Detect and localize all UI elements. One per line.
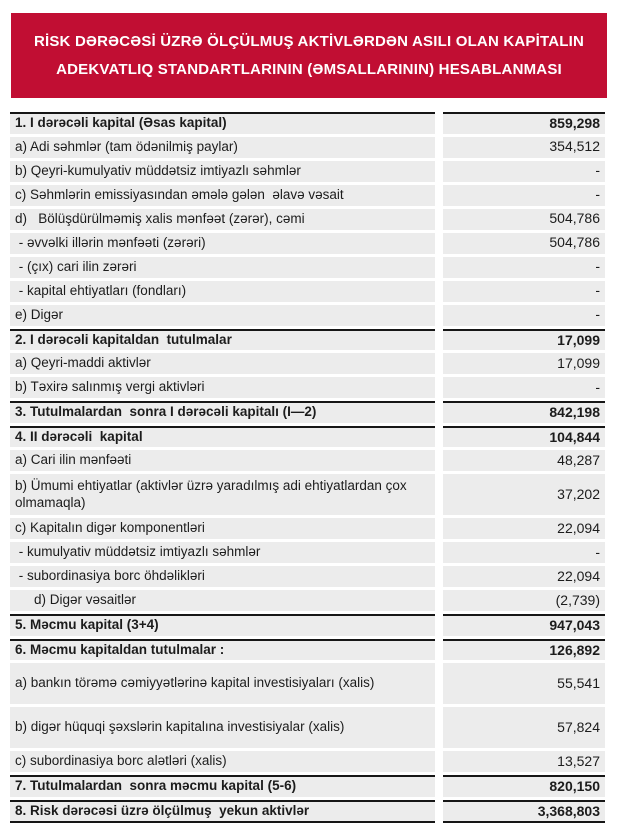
row-label: - kumulyativ müddətsiz imtiyazlı səhmlər	[10, 542, 435, 563]
row-value: 504,786	[443, 232, 605, 254]
row-label: c) Səhmlərin emissiyasından əmələ gələn …	[10, 184, 435, 206]
table-row: a) Qeyri-maddi aktivlər 17,099	[10, 353, 605, 374]
table-row: 4. II dərəcəli kapital 104,844	[10, 425, 605, 447]
row-label: b) Qeyri-kumulyativ müddətsiz imtiyazlı …	[10, 160, 435, 182]
row-value: -	[443, 377, 605, 398]
row-value: (2,739)	[443, 590, 605, 611]
capital-adequacy-table: 1. I dərəcəli kapital (Əsas kapital) 859,…	[10, 112, 605, 826]
row-label: 1. I dərəcəli kapital (Əsas kapital)	[10, 112, 435, 134]
row-value: -	[443, 256, 605, 278]
row-label: - (çıx) cari ilin zərəri	[10, 256, 435, 278]
row-value: 17,099	[443, 328, 605, 350]
row-label: a) Qeyri-maddi aktivlər	[10, 353, 435, 374]
report-title-line-1: RİSK DƏRƏCƏSİ ÜZRƏ ÖLÇÜLMUŞ AKTİVLƏRDƏN …	[33, 32, 585, 50]
row-label: d) Digər vəsaitlər	[10, 590, 435, 611]
row-value: 22,094	[443, 566, 605, 587]
row-label: 4. II dərəcəli kapital	[10, 425, 435, 447]
row-label: a) Adi səhmlər (tam ödənilmiş paylar)	[10, 136, 435, 158]
row-value: 504,786	[443, 208, 605, 230]
table-row: 5. Məcmu kapital (3+4) 947,043	[10, 614, 605, 636]
table-row: c) Kapitalın digər komponentləri 22,094	[10, 518, 605, 539]
table-row: b) Qeyri-kumulyativ müddətsiz imtiyazlı …	[10, 160, 605, 182]
row-value: 126,892	[443, 638, 605, 660]
table-row: c) Səhmlərin emissiyasından əmələ gələn …	[10, 184, 605, 206]
row-value: 57,824	[443, 707, 605, 748]
row-value: 947,043	[443, 614, 605, 636]
row-label: b) digər hüquqi şəxslərin kapitalına inv…	[10, 707, 435, 748]
row-label: b) Ümumi ehtiyatlar (aktivlər üzrə yarad…	[10, 474, 435, 515]
row-value: 842,198	[443, 401, 605, 423]
row-value: -	[443, 304, 605, 326]
row-label: d) Bölüşdürülməmiş xalis mənfəət (zərər)…	[10, 208, 435, 230]
table-row: a) Cari ilin mənfəəti 48,287	[10, 450, 605, 471]
table-row: b) Təxirə salınmış vergi aktivləri -	[10, 377, 605, 398]
table-row: a) Adi səhmlər (tam ödənilmiş paylar) 354…	[10, 136, 605, 158]
table-row: d) Bölüşdürülməmiş xalis mənfəət (zərər)…	[10, 208, 605, 230]
row-label: a) Cari ilin mənfəəti	[10, 450, 435, 471]
row-label: c) subordinasiya borc alətləri (xalis)	[10, 751, 435, 772]
row-value: 354,512	[443, 136, 605, 158]
table-row: - kapital ehtiyatları (fondları) -	[10, 280, 605, 302]
row-label: 6. Məcmu kapitaldan tutulmalar :	[10, 638, 435, 660]
row-value: 820,150	[443, 775, 605, 797]
row-value: 13,527	[443, 751, 605, 772]
row-value: 22,094	[443, 518, 605, 539]
row-value: 859,298	[443, 112, 605, 134]
row-value: -	[443, 280, 605, 302]
table-row: 6. Məcmu kapitaldan tutulmalar : 126,892	[10, 638, 605, 660]
table-row: d) Digər vəsaitlər (2,739)	[10, 590, 605, 611]
row-label: b) Təxirə salınmış vergi aktivləri	[10, 377, 435, 398]
row-value: 3,368,803	[443, 799, 605, 823]
table-row: - (çıx) cari ilin zərəri -	[10, 256, 605, 278]
table-row: - subordinasiya borc öhdəlikləri 22,094	[10, 566, 605, 587]
row-label: e) Digər	[10, 304, 435, 326]
row-value: 37,202	[443, 474, 605, 515]
row-value: 48,287	[443, 450, 605, 471]
table-row: 7. Tutulmalardan sonra məcmu kapital (5-…	[10, 775, 605, 797]
row-value: 104,844	[443, 425, 605, 447]
report-title-banner: RİSK DƏRƏCƏSİ ÜZRƏ ÖLÇÜLMUŞ AKTİVLƏRDƏN …	[11, 13, 607, 98]
report-title-line-2: ADEKVATLIQ STANDARTLARININ (ƏMSALLARININ…	[56, 60, 562, 78]
row-label: a) bankın törəmə cəmiyyətlərinə kapital …	[10, 663, 435, 704]
row-label: 2. I dərəcəli kapitaldan tutulmalar	[10, 328, 435, 350]
table-row: e) Digər -	[10, 304, 605, 326]
table-row: - əvvəlki illərin mənfəəti (zərəri) 504,7…	[10, 232, 605, 254]
table-row: b) digər hüquqi şəxslərin kapitalına inv…	[10, 707, 605, 748]
table-row: 3. Tutulmalardan sonra I dərəcəli kapita…	[10, 401, 605, 423]
row-value: -	[443, 184, 605, 206]
table-row: - kumulyativ müddətsiz imtiyazlı səhmlər…	[10, 542, 605, 563]
row-value: -	[443, 542, 605, 563]
row-value: 17,099	[443, 353, 605, 374]
table-row: 8. Risk dərəcəsi üzrə ölçülmuş yekun akt…	[10, 799, 605, 823]
row-label: 7. Tutulmalardan sonra məcmu kapital (5-…	[10, 775, 435, 797]
table-row: a) bankın törəmə cəmiyyətlərinə kapital …	[10, 663, 605, 704]
row-label: 8. Risk dərəcəsi üzrə ölçülmuş yekun akt…	[10, 799, 435, 823]
row-label: 5. Məcmu kapital (3+4)	[10, 614, 435, 636]
table-row: b) Ümumi ehtiyatlar (aktivlər üzrə yarad…	[10, 474, 605, 515]
row-value: 55,541	[443, 663, 605, 704]
table-row: c) subordinasiya borc alətləri (xalis) 13…	[10, 751, 605, 772]
row-label: c) Kapitalın digər komponentləri	[10, 518, 435, 539]
row-label: - subordinasiya borc öhdəlikləri	[10, 566, 435, 587]
row-value: -	[443, 160, 605, 182]
row-label: - əvvəlki illərin mənfəəti (zərəri)	[10, 232, 435, 254]
row-label: 3. Tutulmalardan sonra I dərəcəli kapita…	[10, 401, 435, 423]
row-label: - kapital ehtiyatları (fondları)	[10, 280, 435, 302]
table-row: 1. I dərəcəli kapital (Əsas kapital) 859,…	[10, 112, 605, 134]
table-row: 2. I dərəcəli kapitaldan tutulmalar 17,09…	[10, 328, 605, 350]
